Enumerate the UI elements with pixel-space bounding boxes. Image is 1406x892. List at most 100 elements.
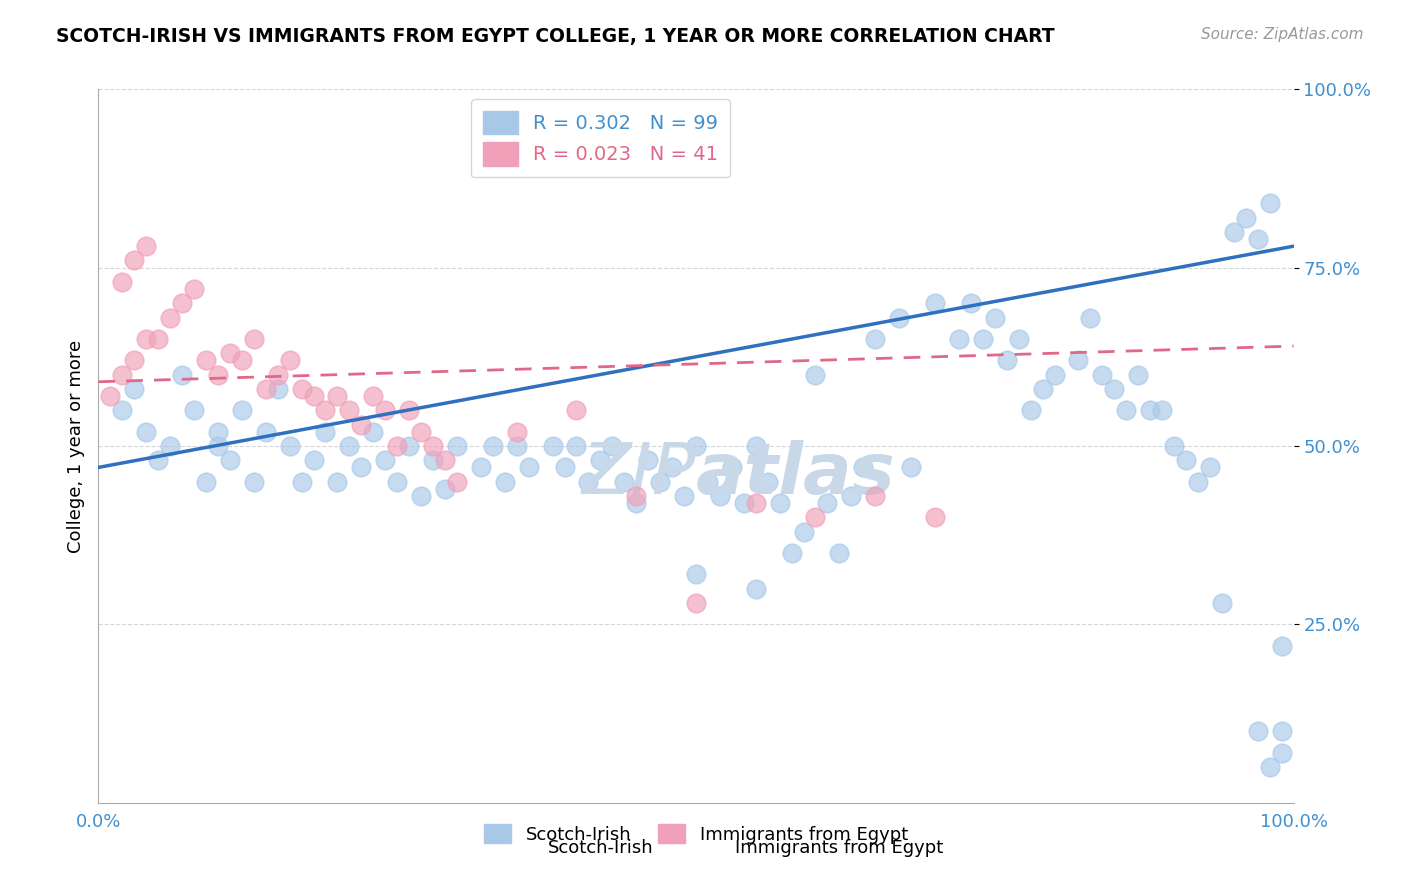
Point — [291, 382, 314, 396]
Point — [924, 510, 946, 524]
Point — [398, 403, 420, 417]
Point — [422, 453, 444, 467]
Point — [470, 460, 492, 475]
Point — [637, 453, 659, 467]
Point — [326, 389, 349, 403]
Point — [1175, 453, 1198, 467]
Point — [350, 460, 373, 475]
Point — [195, 353, 218, 368]
Point — [804, 510, 827, 524]
Point — [506, 425, 529, 439]
Point — [207, 425, 229, 439]
Point — [626, 489, 648, 503]
Point — [1199, 460, 1222, 475]
Text: Immigrants from Egypt: Immigrants from Egypt — [735, 838, 943, 856]
Point — [626, 496, 648, 510]
Point — [411, 425, 433, 439]
Point — [278, 353, 301, 368]
Point — [1080, 310, 1102, 325]
Point — [1008, 332, 1031, 346]
Point — [1247, 232, 1270, 246]
Point — [207, 439, 229, 453]
Point — [768, 496, 790, 510]
Point — [1019, 403, 1042, 417]
Point — [697, 475, 720, 489]
Point — [745, 439, 768, 453]
Point — [385, 439, 409, 453]
Point — [900, 460, 922, 475]
Point — [411, 489, 433, 503]
Point — [183, 282, 205, 296]
Point — [111, 275, 134, 289]
Point — [1247, 724, 1270, 739]
Point — [135, 425, 157, 439]
Point — [135, 239, 157, 253]
Point — [1128, 368, 1150, 382]
Point — [924, 296, 946, 310]
Point — [565, 439, 588, 453]
Point — [1163, 439, 1185, 453]
Point — [326, 475, 349, 489]
Point — [243, 475, 266, 489]
Point — [231, 403, 253, 417]
Text: Scotch-Irish: Scotch-Irish — [547, 838, 654, 856]
Point — [1115, 403, 1137, 417]
Point — [506, 439, 529, 453]
Text: Source: ZipAtlas.com: Source: ZipAtlas.com — [1201, 27, 1364, 42]
Point — [172, 296, 194, 310]
Point — [613, 475, 636, 489]
Point — [602, 439, 624, 453]
Point — [1187, 475, 1209, 489]
Point — [780, 546, 803, 560]
Point — [434, 453, 457, 467]
Point — [291, 475, 314, 489]
Text: atlas: atlas — [696, 440, 896, 509]
Point — [159, 439, 181, 453]
Point — [1271, 724, 1294, 739]
Point — [363, 425, 385, 439]
Point — [446, 439, 468, 453]
Point — [995, 353, 1018, 368]
Point — [852, 460, 875, 475]
Point — [243, 332, 266, 346]
Point — [1271, 639, 1294, 653]
Point — [1139, 403, 1161, 417]
Point — [841, 489, 863, 503]
Point — [804, 368, 827, 382]
Point — [219, 453, 242, 467]
Point — [517, 460, 540, 475]
Point — [1223, 225, 1246, 239]
Point — [278, 439, 301, 453]
Point — [98, 389, 122, 403]
Point — [124, 382, 146, 396]
Point — [1091, 368, 1114, 382]
Point — [1258, 196, 1281, 211]
Point — [972, 332, 994, 346]
Point — [231, 353, 253, 368]
Point — [1067, 353, 1090, 368]
Point — [745, 582, 768, 596]
Point — [1211, 596, 1233, 610]
Point — [339, 403, 361, 417]
Point — [481, 439, 505, 453]
Point — [315, 403, 337, 417]
Point — [721, 460, 744, 475]
Point — [1234, 211, 1257, 225]
Point — [434, 482, 457, 496]
Point — [219, 346, 242, 360]
Point — [374, 403, 396, 417]
Point — [1152, 403, 1174, 417]
Point — [267, 382, 290, 396]
Point — [1104, 382, 1126, 396]
Point — [828, 546, 851, 560]
Point — [815, 496, 838, 510]
Point — [159, 310, 181, 325]
Point — [183, 403, 205, 417]
Point — [865, 332, 887, 346]
Point — [1043, 368, 1066, 382]
Point — [685, 567, 707, 582]
Point — [267, 368, 290, 382]
Point — [422, 439, 444, 453]
Point — [554, 460, 576, 475]
Point — [124, 353, 146, 368]
